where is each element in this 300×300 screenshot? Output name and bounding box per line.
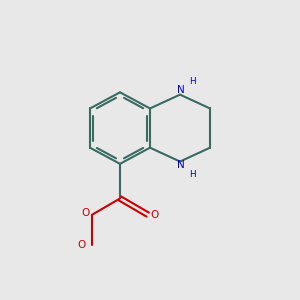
Text: N: N	[177, 85, 185, 94]
Text: O: O	[81, 208, 89, 218]
Text: H: H	[189, 77, 196, 86]
Text: H: H	[189, 170, 196, 179]
Text: N: N	[177, 160, 185, 170]
Text: O: O	[151, 210, 159, 220]
Text: O: O	[78, 240, 86, 250]
